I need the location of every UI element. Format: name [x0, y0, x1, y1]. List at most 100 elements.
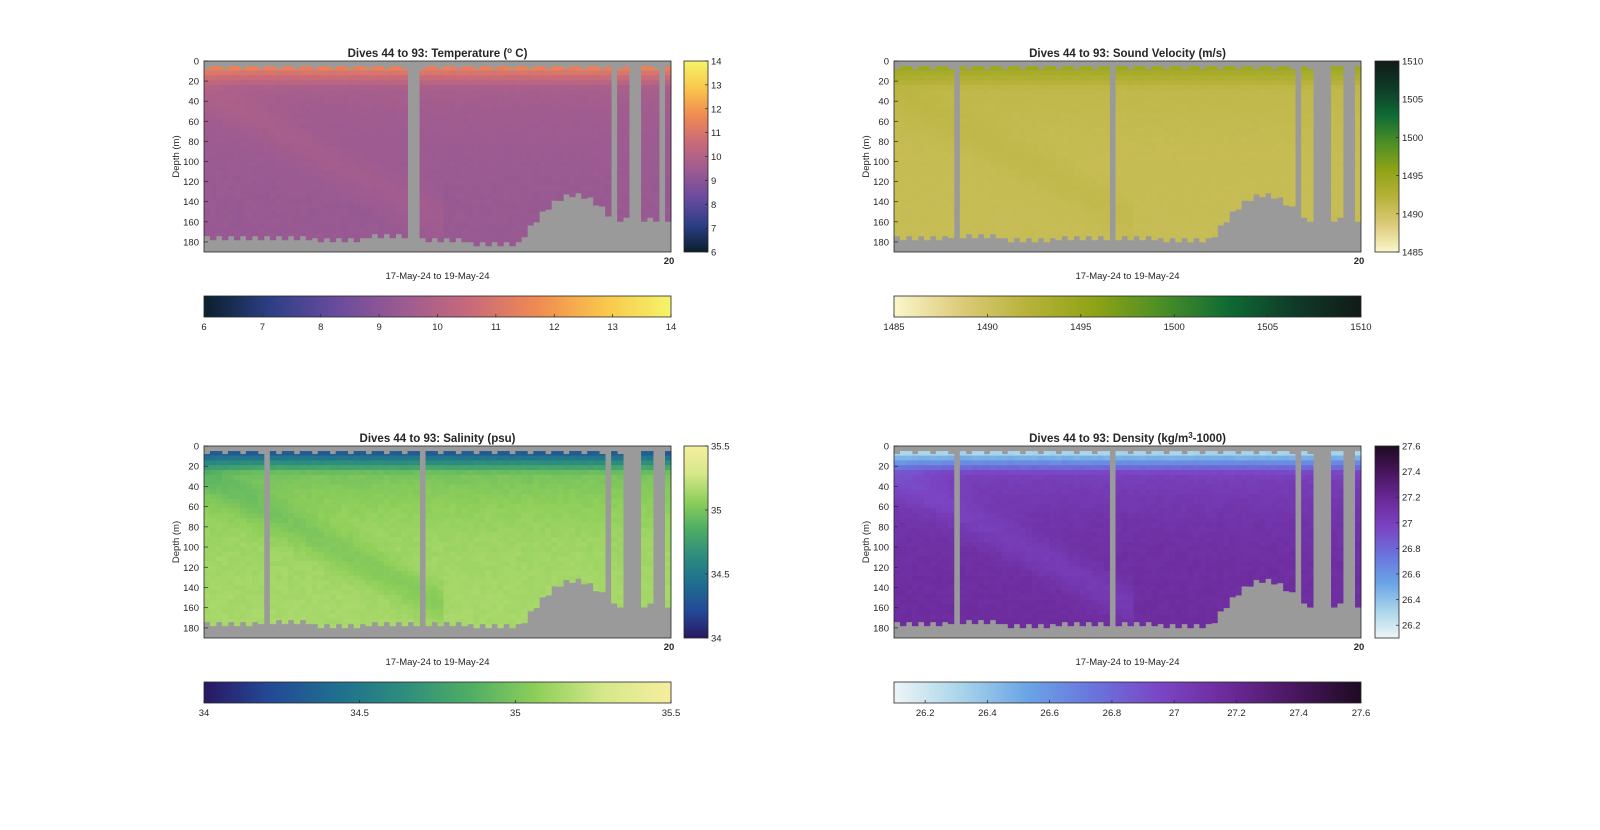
heatmap-cell — [539, 209, 546, 212]
heatmap-cell — [647, 151, 654, 157]
heatmap-cell — [383, 228, 391, 234]
heatmap-cell — [1157, 66, 1164, 71]
heatmap-cell — [431, 180, 438, 186]
heatmap-cell — [1115, 175, 1122, 181]
heatmap-cell — [1163, 80, 1170, 86]
heatmap-cell — [269, 108, 277, 114]
heatmap-cell — [1331, 166, 1338, 172]
heatmap-cell — [539, 113, 546, 119]
heatmap-cell — [449, 209, 456, 215]
heatmap-cell — [509, 70, 516, 76]
heatmap-cell — [1181, 199, 1188, 205]
heatmap-cell — [293, 127, 301, 133]
heatmap-cell — [503, 232, 510, 238]
heatmap-cell — [317, 99, 325, 105]
heatmap-cell — [275, 127, 283, 133]
heatmap-cell — [347, 232, 355, 238]
heatmap-cell — [1307, 132, 1314, 138]
heatmap-cell — [311, 166, 319, 172]
heatmap-cell — [1067, 146, 1075, 153]
heatmap-cell — [575, 103, 582, 110]
heatmap-cell — [539, 84, 546, 90]
heatmap-cell — [899, 223, 907, 229]
heatmap-cell — [599, 113, 606, 119]
heatmap-cell — [239, 194, 247, 200]
heatmap-cell — [665, 194, 672, 200]
heatmap-cell — [521, 137, 528, 143]
heatmap-cell — [341, 151, 349, 157]
heatmap-cell — [1025, 223, 1033, 229]
heatmap-cell — [983, 228, 991, 234]
heatmap-cell — [1127, 118, 1134, 124]
heatmap-cell — [1085, 232, 1092, 237]
heatmap-cell — [1079, 209, 1086, 215]
heatmap-cell — [497, 218, 504, 224]
heatmap-cell — [395, 137, 402, 143]
heatmap-cell — [1085, 218, 1092, 224]
heatmap-cell — [1247, 127, 1254, 133]
heatmap-cell — [647, 209, 654, 215]
heatmap-cell — [371, 142, 379, 148]
heatmap-cell — [1205, 166, 1212, 172]
heatmap-cell — [1085, 180, 1092, 186]
heatmap-cell — [1163, 232, 1170, 238]
heatmap-cell — [947, 209, 955, 215]
heatmap-cell — [1103, 108, 1110, 114]
heatmap-cell — [485, 232, 492, 238]
heatmap-cell — [1055, 103, 1063, 110]
heatmap-cell — [509, 94, 516, 100]
heatmap-cell — [221, 228, 229, 234]
heatmap-cell — [1235, 127, 1242, 133]
heatmap-cell — [1307, 118, 1314, 124]
heatmap-cell — [455, 218, 462, 224]
heatmap-cell — [287, 89, 295, 95]
heatmap-cell — [1235, 132, 1242, 138]
heatmap-cell — [245, 151, 253, 157]
heatmap-cell — [545, 194, 552, 200]
heatmap-cell — [1181, 137, 1188, 143]
heatmap-cell — [599, 118, 606, 124]
heatmap-cell — [377, 113, 385, 119]
heatmap-cell — [485, 161, 492, 167]
heatmap-cell — [977, 170, 985, 176]
heatmap-cell — [215, 123, 223, 129]
heatmap-cell — [1073, 103, 1081, 110]
heatmap-cell — [599, 127, 606, 133]
heatmap-cell — [653, 189, 660, 195]
heatmap-cell — [1235, 166, 1242, 172]
heatmap-cell — [539, 66, 546, 71]
heatmap-cell — [1067, 213, 1075, 219]
heatmap-cell — [221, 103, 229, 110]
heatmap-cell — [1145, 94, 1152, 100]
heatmap-cell — [1199, 70, 1206, 76]
heatmap-cell — [1169, 166, 1176, 172]
heatmap-cell — [1061, 123, 1069, 129]
heatmap-cell — [467, 209, 474, 215]
heatmap-cell — [287, 161, 295, 167]
heatmap-cell — [1169, 70, 1176, 76]
heatmap-cell — [281, 156, 289, 162]
heatmap-cell — [1091, 142, 1098, 148]
heatmap-cell — [269, 161, 277, 167]
heatmap-cell — [1205, 204, 1212, 210]
heatmap-cell — [515, 218, 522, 224]
heatmap-cell — [959, 237, 967, 239]
heatmap-cell — [521, 84, 528, 90]
heatmap-cell — [257, 127, 265, 133]
heatmap-cell — [1079, 127, 1086, 133]
heatmap-cell — [257, 94, 265, 100]
colorbar-tick-label: 12 — [711, 104, 722, 115]
heatmap-cell — [221, 232, 229, 238]
heatmap-cell — [1175, 146, 1182, 153]
heatmap-cell — [461, 80, 468, 86]
heatmap-cell — [1103, 84, 1110, 90]
heatmap-cell — [527, 118, 534, 124]
heatmap-cell — [1091, 166, 1098, 172]
heatmap-cell — [959, 209, 967, 215]
heatmap-cell — [1145, 166, 1152, 172]
heatmap-cell — [647, 170, 654, 176]
heatmap-cell — [371, 75, 379, 81]
heatmap-cell — [1055, 80, 1063, 86]
heatmap-cell — [905, 180, 913, 186]
heatmap-cell — [227, 80, 235, 86]
